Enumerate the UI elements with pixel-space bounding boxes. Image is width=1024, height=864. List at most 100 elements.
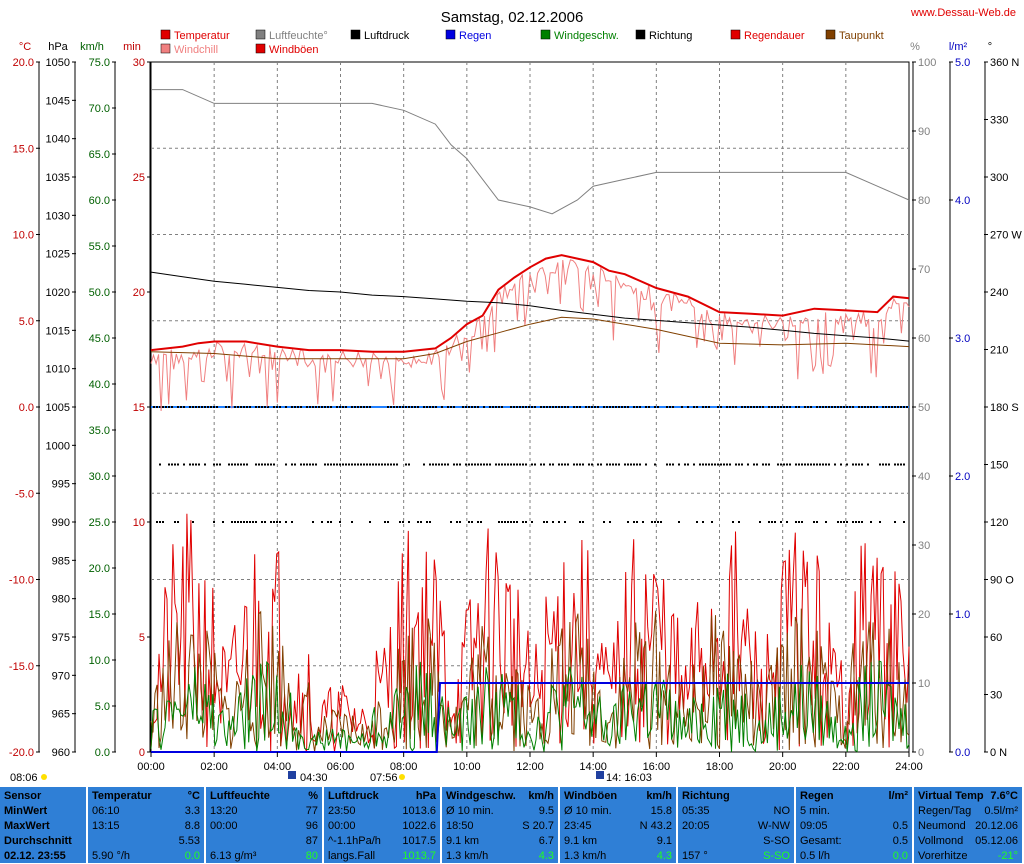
legend-swatch [445,29,456,40]
direction-dot [423,463,425,466]
direction-dot [801,463,803,466]
direction-dot [480,463,482,466]
humidity-tick-label: 90 [918,126,930,138]
stats-row: 9.1 km 6.7 [446,834,554,849]
stats-row: Ø 10 min. 15.8 [564,804,672,819]
stats-header-label: Temperatur [92,790,152,802]
direction-dot [483,463,485,466]
direction-dot [528,406,530,408]
pressure-tick-label: 980 [52,594,70,606]
direction-dot [477,463,479,466]
direction-dot [735,406,737,408]
site-link[interactable]: www.Dessau-Web.de [910,7,1016,19]
legend-swatch [635,29,646,40]
direction-dot [735,463,737,466]
direction-dot [765,463,767,466]
stats-cell-value: N 43.2 [639,820,672,832]
direction-dot [156,406,158,408]
stats-cell-label: 6.13 g/m³ [210,850,257,862]
stats-cell-label: 02.12. 23:55 [4,850,66,862]
direction-dot [240,463,242,466]
legend-label: Windgeschw. [554,30,619,42]
wind-mix-line [150,608,910,752]
direction-dot [516,406,518,408]
wind-tick-label: 75.0 [89,57,110,69]
direction-dot [411,406,413,408]
direction-dot [234,463,236,466]
direction-dot [579,463,581,466]
humidity-tick-label: 20 [918,609,930,621]
direction-dot [204,406,206,408]
chart-series [150,89,910,753]
direction-dot [297,406,299,408]
direction-dot [507,463,509,466]
stats-header: Sensor [4,789,82,804]
direction-dot [753,406,755,408]
wind-tick-label: 60.0 [89,195,110,207]
direction-dot [768,463,770,466]
direction-dot [654,406,656,408]
direction-dot [198,463,200,466]
direction-dot [306,406,308,408]
direction-dot [606,463,608,466]
direction-dot [750,406,752,408]
dir-tick-label: 60 [990,632,1002,644]
pressure-tick-label: 1005 [46,402,70,414]
stats-cell-label: 18:50 [446,820,474,832]
stats-cell-label: MinWert [4,805,48,817]
direction-dot [705,406,707,408]
temp-tick-label: 15.0 [13,143,34,155]
wind-tick-label: 10.0 [89,655,110,667]
pressure-tick-label: 965 [52,709,70,721]
stats-cell-value: 5.53 [178,835,200,847]
direction-dot [777,463,779,466]
pressure-tick-label: 1035 [46,172,70,184]
direction-dot [543,521,545,523]
direction-dot [729,463,731,466]
direction-dot [852,463,854,466]
direction-dot [513,406,515,408]
direction-dot [234,521,236,523]
legend-swatch [255,43,266,54]
stats-cell-label: Ø 10 min. [564,805,612,817]
direction-dot [336,406,338,408]
direction-dot [702,463,704,466]
stats-cell-value: 0.5 [892,820,908,832]
direction-dot [903,463,905,466]
direction-dot [285,463,287,466]
moon-icon-2 [596,771,604,779]
stats-cell-label: 1.3 km/h [446,850,489,862]
stats-cell-label: 20:05 [682,820,710,832]
pressure-tick-label: 1010 [46,364,70,376]
stats-header-label: Luftdruck [328,790,379,802]
direction-dot [369,521,371,523]
direction-dot [312,406,314,408]
direction-dot [738,463,740,466]
direction-dot [771,406,773,408]
pressure-tick-label: 1025 [46,249,70,261]
stats-cell-label: langs.Fall [328,850,376,862]
direction-dot [279,521,281,523]
stats-column: Richtung 05:35 NO 20:05 W-NW S-SO 157 ° S-SO [678,787,796,863]
direction-dot [903,521,905,523]
rain-tick-label: 0.0 [955,747,970,759]
stats-column: Regen l/m² 5 min. 09:05 0.5 Gesamt: 0.5 0.5 l/h… [796,787,914,863]
direction-dot [606,406,608,408]
pressure-tick-label: 1030 [46,210,70,222]
legend-swatch [350,29,361,40]
sun-icon [41,774,47,780]
direction-dot [198,406,200,408]
stats-cell-value: 0.0 [892,850,908,862]
direction-dot [450,406,452,408]
direction-dot [645,463,647,466]
stats-cell-label: Vorerhitze [918,850,968,862]
rain-tick-label: 3.0 [955,333,970,345]
direction-dot [693,463,695,466]
humidity-tick-label: 80 [918,195,930,207]
direction-dot [168,463,170,466]
direction-dot [429,463,431,466]
direction-dot [633,406,635,408]
direction-dot [531,521,533,523]
direction-dot [321,521,323,523]
direction-dot [867,463,869,466]
